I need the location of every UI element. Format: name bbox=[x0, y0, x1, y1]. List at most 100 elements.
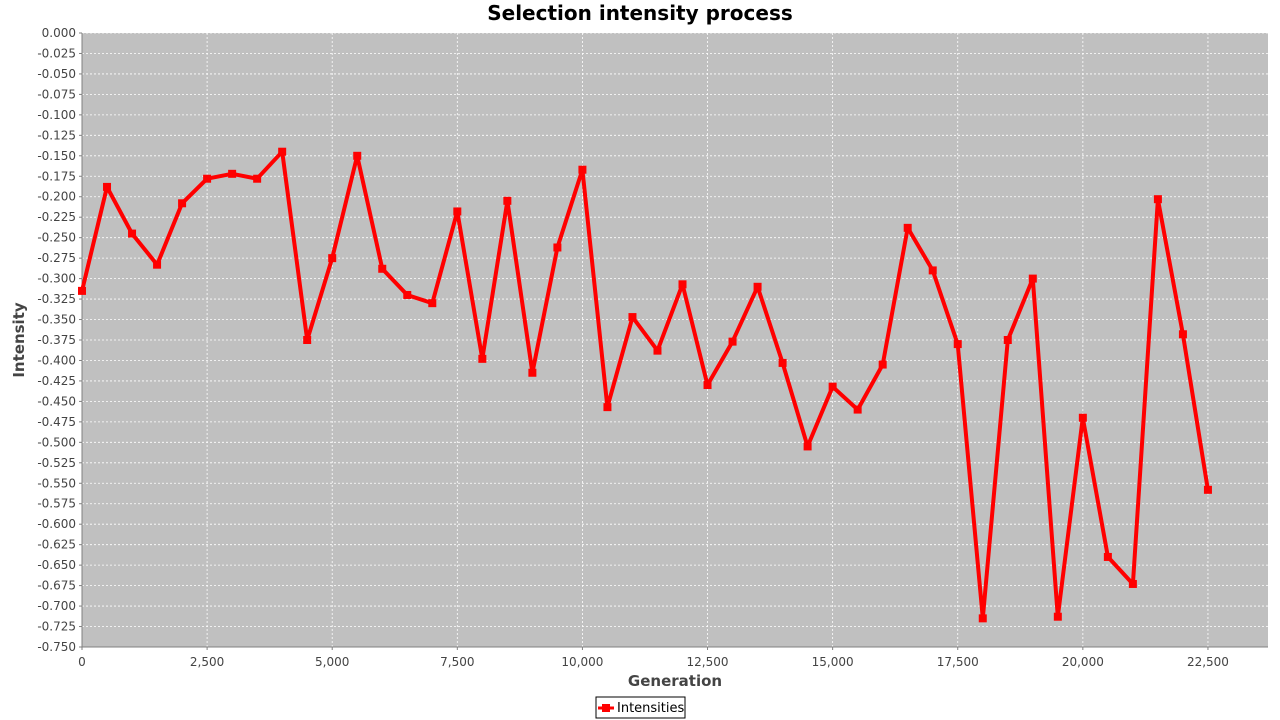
data-point bbox=[603, 403, 612, 412]
data-point bbox=[453, 207, 462, 216]
data-point bbox=[828, 382, 837, 391]
data-point bbox=[253, 174, 262, 183]
data-point bbox=[953, 340, 962, 349]
y-tick-label: -0.225 bbox=[37, 210, 76, 224]
legend-marker-swatch bbox=[602, 704, 610, 712]
y-tick-label: -0.100 bbox=[37, 108, 76, 122]
legend-label: Intensities bbox=[617, 701, 684, 716]
y-axis-label: Intensity bbox=[10, 302, 28, 378]
y-tick-label: -0.300 bbox=[37, 272, 76, 286]
x-tick-label: 10,000 bbox=[561, 655, 603, 669]
data-point bbox=[578, 165, 587, 174]
x-tick-label: 20,000 bbox=[1062, 655, 1104, 669]
data-point bbox=[728, 337, 737, 346]
x-axis-label: Generation bbox=[628, 672, 722, 690]
data-point bbox=[153, 260, 162, 269]
y-tick-label: -0.375 bbox=[37, 333, 76, 347]
y-tick-label: -0.500 bbox=[37, 435, 76, 449]
data-point bbox=[1103, 552, 1112, 561]
gridlines bbox=[81, 32, 1268, 648]
y-tick-label: -0.475 bbox=[37, 415, 76, 429]
y-tick-label: -0.675 bbox=[37, 579, 76, 593]
data-point bbox=[228, 169, 237, 178]
data-point bbox=[778, 358, 787, 367]
y-tick-label: -0.425 bbox=[37, 374, 76, 388]
y-axis: 0.000 -0.025 -0.050 -0.075 -0.100 -0.125 -0.15… bbox=[37, 26, 83, 654]
x-tick-label: 12,500 bbox=[687, 655, 729, 669]
data-point bbox=[428, 299, 437, 308]
data-point bbox=[503, 196, 512, 205]
y-tick-label: -0.050 bbox=[37, 67, 76, 81]
chart-title: Selection intensity process bbox=[487, 1, 793, 25]
data-point bbox=[478, 354, 487, 363]
data-point bbox=[1028, 274, 1037, 283]
y-tick-label: -0.150 bbox=[37, 149, 76, 163]
x-tick-label: 22,500 bbox=[1187, 655, 1229, 669]
data-point bbox=[553, 243, 562, 252]
y-tick-label: -0.325 bbox=[37, 292, 76, 306]
y-tick-label: -0.525 bbox=[37, 456, 76, 470]
y-tick-label: -0.200 bbox=[37, 190, 76, 204]
data-point bbox=[1053, 612, 1062, 621]
y-tick-label: -0.650 bbox=[37, 558, 76, 572]
data-point bbox=[1078, 413, 1087, 422]
data-point bbox=[178, 199, 187, 208]
y-tick-label: -0.725 bbox=[37, 620, 76, 634]
data-point bbox=[978, 614, 987, 623]
series-line-intensities bbox=[80, 149, 1210, 621]
y-tick-label: -0.250 bbox=[37, 231, 76, 245]
data-point bbox=[303, 336, 312, 344]
y-tick-label: -0.450 bbox=[37, 394, 76, 408]
data-point bbox=[803, 442, 812, 451]
data-point bbox=[353, 151, 362, 160]
y-tick-label: -0.075 bbox=[37, 87, 76, 101]
data-point bbox=[678, 280, 687, 289]
data-point bbox=[78, 286, 86, 295]
data-point bbox=[203, 174, 212, 183]
y-tick-label: -0.400 bbox=[37, 353, 76, 367]
x-tick-label: 2,500 bbox=[190, 655, 224, 669]
x-tick-label: 15,000 bbox=[812, 655, 854, 669]
data-point bbox=[1003, 336, 1012, 344]
y-tick-label: -0.175 bbox=[37, 169, 76, 183]
data-point bbox=[878, 360, 887, 369]
x-tick-label: 0 bbox=[78, 655, 86, 669]
y-tick-label: -0.625 bbox=[37, 538, 76, 552]
data-point bbox=[653, 346, 662, 355]
y-tick-label: -0.275 bbox=[37, 251, 76, 265]
series-group bbox=[78, 147, 1212, 623]
data-point bbox=[528, 368, 537, 377]
data-point bbox=[403, 290, 412, 299]
legend-box bbox=[595, 696, 686, 719]
data-point bbox=[328, 254, 337, 263]
x-tick-label: 5,000 bbox=[315, 655, 349, 669]
y-tick-label: -0.125 bbox=[37, 128, 76, 142]
legend: Intensities bbox=[595, 696, 686, 719]
y-tick-label: -0.575 bbox=[37, 497, 76, 511]
x-axis: 0 2,500 5,000 7,500 10,000 12,500 15,000 17,500… bbox=[78, 646, 1268, 669]
data-point bbox=[1153, 195, 1162, 204]
data-point bbox=[128, 229, 137, 238]
data-point bbox=[753, 282, 762, 291]
y-tick-label: -0.025 bbox=[37, 46, 76, 60]
x-tick-label: 7,500 bbox=[440, 655, 474, 669]
data-point bbox=[278, 147, 287, 156]
data-point bbox=[703, 381, 712, 390]
data-point bbox=[378, 264, 387, 273]
data-point bbox=[1203, 485, 1212, 494]
data-point bbox=[1178, 330, 1187, 339]
y-tick-label: -0.350 bbox=[37, 313, 76, 327]
data-point bbox=[1128, 579, 1137, 588]
y-tick-label: 0.000 bbox=[42, 26, 76, 40]
y-tick-label: -0.700 bbox=[37, 599, 76, 613]
data-point bbox=[103, 182, 112, 191]
y-tick-label: -0.600 bbox=[37, 517, 76, 531]
data-point bbox=[903, 223, 912, 232]
y-tick-label: -0.550 bbox=[37, 476, 76, 490]
y-tick-label: -0.750 bbox=[37, 640, 76, 654]
data-point bbox=[928, 266, 937, 275]
data-point bbox=[628, 313, 637, 322]
data-point bbox=[853, 405, 862, 414]
x-tick-label: 17,500 bbox=[937, 655, 979, 669]
